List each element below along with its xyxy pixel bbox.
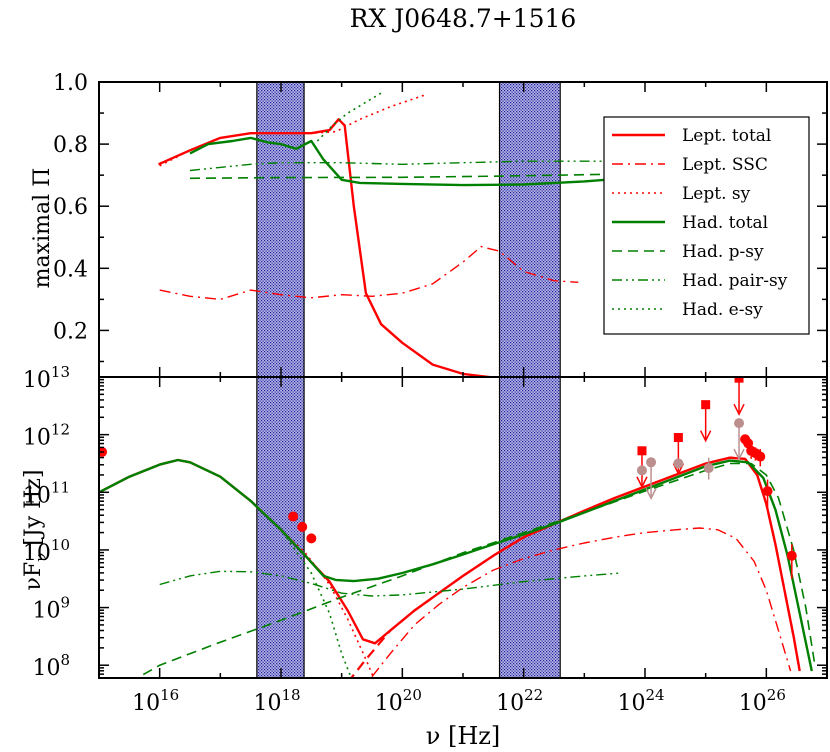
- bottom-series-had-pair-sy: [159, 570, 621, 597]
- data-point-square: [701, 400, 711, 410]
- legend-label-lept-sy: Lept. sy: [682, 184, 751, 204]
- top-series-had-e-sy: [316, 90, 385, 142]
- bottom-y-tick-label-1e12: 1012: [23, 421, 70, 451]
- legend-label-lept-ssc: Lept. SSC: [682, 155, 768, 175]
- bottom-panel-data-points: [99, 377, 797, 579]
- bottom-y-tick-label-1e10: 1010: [23, 536, 70, 566]
- bottom-panel-frame: [98, 376, 828, 679]
- bottom-y-tick-label-1e11: 1011: [23, 478, 70, 508]
- bottom-series-lept-ssc: [371, 527, 792, 678]
- upper-limit-arrowhead: [636, 476, 648, 489]
- upper-limit-arrowhead: [699, 430, 712, 443]
- top-series-had-p-sy: [189, 172, 646, 180]
- data-point-circle: [703, 463, 714, 474]
- data-point-circle: [636, 465, 647, 476]
- bottom-series-lept-ic: [349, 456, 801, 678]
- x-tick-label-1e24: 1024: [617, 686, 664, 716]
- top-y-axis-label: maximal Π: [30, 168, 55, 289]
- top-y-tick-label: 0.4: [53, 257, 88, 282]
- x-tick-label-1e20: 1020: [375, 686, 422, 716]
- data-point-circle: [755, 451, 766, 462]
- top-series-had-pair-sy: [189, 160, 645, 172]
- data-point-circle: [297, 521, 308, 532]
- bottom-series-had-e-sy: [99, 459, 352, 677]
- x-tick-label-1e22: 1022: [496, 686, 543, 716]
- data-point-circle: [762, 486, 773, 497]
- data-point-circle: [306, 533, 317, 544]
- legend: Lept. total Lept. SSC Lept. sy Had. total Ha…: [603, 116, 810, 335]
- data-point-circle: [734, 418, 745, 429]
- top-series-had-total: [189, 136, 646, 187]
- data-point-circle: [288, 511, 299, 522]
- top-y-tick-label: 0.2: [53, 319, 88, 344]
- shaded-band-2: [499, 82, 561, 678]
- top-series-lept-ssc: [159, 245, 579, 301]
- top-y-tick-label: 1.0: [53, 71, 88, 96]
- bottom-panel-series: [99, 456, 816, 678]
- chart-title: RX J0648.7+1516: [350, 4, 577, 33]
- bottom-y-axis-label: νFν [Jy Hz]: [21, 470, 50, 591]
- data-point-square: [734, 377, 744, 383]
- data-point-circle: [786, 550, 797, 561]
- top-y-tick-label: 0.6: [53, 195, 88, 220]
- bottom-y-tick-label-1e13: 1013: [23, 363, 70, 393]
- bottom-series-lept-sy: [99, 459, 375, 678]
- upper-limit-arrowhead: [733, 403, 745, 416]
- bottom-series-lept-total: [99, 456, 801, 672]
- legend-label-had-pair-sy: Had. pair-sy: [682, 271, 788, 291]
- legend-label-had-p-sy: Had. p-sy: [682, 242, 764, 262]
- legend-label-lept-total: Lept. total: [682, 126, 771, 146]
- axes-ticks: 1016 1018 1020 1022 1024 1026 0.2 0.4 0.6 0.8 1.0 1…: [23, 71, 827, 716]
- bottom-series-had-total: [99, 458, 813, 672]
- shaded-bands: [256, 82, 561, 678]
- x-tick-label-1e16: 1016: [132, 686, 179, 716]
- data-point-circle: [646, 457, 657, 468]
- top-panel-series: [158, 90, 646, 377]
- bottom-y-tick-label-1e9: 109: [32, 594, 70, 624]
- legend-label-had-e-sy: Had. e-sy: [682, 300, 763, 320]
- upper-limit-arrowhead: [733, 448, 745, 461]
- top-series-lept-total: [158, 118, 505, 377]
- legend-box: [603, 116, 810, 335]
- bottom-y-tick-label-1e8: 108: [32, 651, 70, 681]
- top-y-tick-label: 0.8: [53, 133, 88, 158]
- data-point-square: [673, 433, 683, 443]
- legend-label-had-total: Had. total: [682, 213, 768, 233]
- x-axis-label: ν [Hz]: [426, 722, 501, 750]
- x-tick-label-1e26: 1026: [739, 686, 786, 716]
- data-point-circle: [673, 458, 684, 469]
- x-tick-label-1e18: 1018: [253, 686, 300, 716]
- data-point-square: [637, 446, 647, 456]
- upper-limit-arrowhead: [645, 487, 657, 500]
- bottom-series-had-p-sy: [135, 462, 816, 678]
